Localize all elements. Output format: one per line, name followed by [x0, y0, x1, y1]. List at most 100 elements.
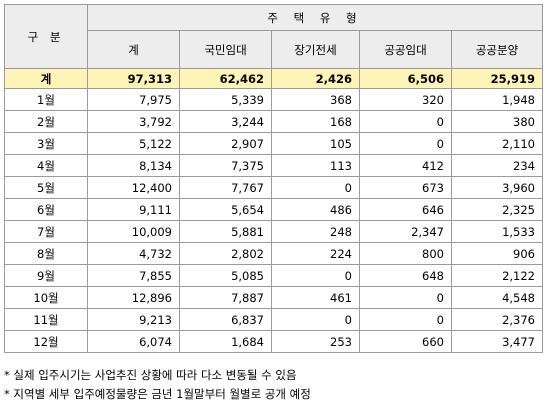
row-label: 10월 — [4, 286, 88, 309]
cell-long-term-jeonse: 248 — [271, 220, 360, 243]
column-header-total: 계 — [87, 30, 180, 69]
cell-public-rental: 660 — [359, 330, 452, 353]
column-header-long-term-jeonse: 장기전세 — [271, 30, 360, 69]
table-row: 9월 7,855 5,085 0 648 2,122 — [4, 264, 543, 287]
cell-public-rental: 0 — [359, 308, 452, 331]
housing-supply-table: 구 분 주 택 유 형 계 국민임대 장기전세 공공임대 공공분양 계 97,3… — [4, 4, 543, 353]
total-row: 계 97,313 62,462 2,426 6,506 25,919 — [4, 68, 543, 89]
table-row: 6월 9,111 5,654 486 646 2,325 — [4, 198, 543, 221]
table-row: 2월 3,792 3,244 168 0 380 — [4, 110, 543, 133]
cell-national-rental: 3,244 — [179, 110, 272, 133]
table-row: 12월 6,074 1,684 253 660 3,477 — [4, 330, 543, 353]
cell-public-sale: 3,477 — [451, 330, 543, 353]
cell-public-rental: 0 — [359, 132, 452, 155]
table-row: 8월 4,732 2,802 224 800 906 — [4, 242, 543, 265]
cell-total: 12,400 — [87, 176, 180, 199]
cell-long-term-jeonse: 461 — [271, 286, 360, 309]
cell-national-rental: 7,767 — [179, 176, 272, 199]
cell-public-sale: 2,110 — [451, 132, 543, 155]
cell-long-term-jeonse: 0 — [271, 308, 360, 331]
footnotes: * 실제 입주시기는 사업추진 상황에 따라 다소 변동될 수 있음 * 지역별… — [4, 366, 311, 404]
cell-long-term-jeonse: 168 — [271, 110, 360, 133]
footnote: * 실제 입주시기는 사업추진 상황에 따라 다소 변동될 수 있음 — [4, 368, 297, 382]
cell-public-rental: 800 — [359, 242, 452, 265]
table-row: 7월 10,009 5,881 248 2,347 1,533 — [4, 220, 543, 243]
table-row: 11월 9,213 6,837 0 0 2,376 — [4, 308, 543, 331]
group-header-housing-type: 주 택 유 형 — [87, 4, 543, 31]
row-label: 2월 — [4, 110, 88, 133]
cell-long-term-jeonse: 2,426 — [271, 68, 360, 89]
row-label: 6월 — [4, 198, 88, 221]
cell-national-rental: 2,907 — [179, 132, 272, 155]
cell-public-rental: 0 — [359, 110, 452, 133]
row-label: 12월 — [4, 330, 88, 353]
column-header-national-rental: 국민임대 — [179, 30, 272, 69]
cell-total: 3,792 — [87, 110, 180, 133]
cell-national-rental: 2,802 — [179, 242, 272, 265]
cell-total: 9,111 — [87, 198, 180, 221]
cell-total: 7,855 — [87, 264, 180, 287]
cell-national-rental: 5,085 — [179, 264, 272, 287]
row-label: 1월 — [4, 88, 88, 111]
cell-public-sale: 2,376 — [451, 308, 543, 331]
row-label: 9월 — [4, 264, 88, 287]
cell-public-rental: 2,347 — [359, 220, 452, 243]
cell-national-rental: 62,462 — [179, 68, 272, 89]
cell-total: 10,009 — [87, 220, 180, 243]
row-label: 8월 — [4, 242, 88, 265]
cell-total: 4,732 — [87, 242, 180, 265]
cell-long-term-jeonse: 113 — [271, 154, 360, 177]
table-row: 4월 8,134 7,375 113 412 234 — [4, 154, 543, 177]
cell-long-term-jeonse: 105 — [271, 132, 360, 155]
table-row: 5월 12,400 7,767 0 673 3,960 — [4, 176, 543, 199]
cell-public-rental: 673 — [359, 176, 452, 199]
cell-national-rental: 6,837 — [179, 308, 272, 331]
cell-public-sale: 234 — [451, 154, 543, 177]
row-label: 5월 — [4, 176, 88, 199]
row-label: 계 — [4, 68, 88, 89]
table-row: 1월 7,975 5,339 368 320 1,948 — [4, 88, 543, 111]
cell-national-rental: 1,684 — [179, 330, 272, 353]
cell-total: 5,122 — [87, 132, 180, 155]
cell-total: 12,896 — [87, 286, 180, 309]
cell-national-rental: 7,887 — [179, 286, 272, 309]
row-label: 3월 — [4, 132, 88, 155]
cell-long-term-jeonse: 0 — [271, 176, 360, 199]
cell-public-rental: 320 — [359, 88, 452, 111]
cell-total: 8,134 — [87, 154, 180, 177]
footnote: * 지역별 세부 입주예정물량은 금년 1월말부터 월별로 공개 예정 — [4, 387, 311, 401]
cell-public-sale: 380 — [451, 110, 543, 133]
cell-public-sale: 3,960 — [451, 176, 543, 199]
column-header-public-sale: 공공분양 — [451, 30, 543, 69]
row-label: 11월 — [4, 308, 88, 331]
cell-long-term-jeonse: 368 — [271, 88, 360, 111]
cell-public-rental: 646 — [359, 198, 452, 221]
cell-total: 97,313 — [87, 68, 180, 89]
column-header-public-rental: 공공임대 — [359, 30, 452, 69]
table-row: 3월 5,122 2,907 105 0 2,110 — [4, 132, 543, 155]
cell-public-sale: 1,533 — [451, 220, 543, 243]
cell-national-rental: 5,881 — [179, 220, 272, 243]
row-label: 7월 — [4, 220, 88, 243]
cell-public-sale: 4,548 — [451, 286, 543, 309]
cell-public-sale: 25,919 — [451, 68, 543, 89]
cell-public-sale: 906 — [451, 242, 543, 265]
cell-total: 6,074 — [87, 330, 180, 353]
cell-public-rental: 648 — [359, 264, 452, 287]
cell-total: 7,975 — [87, 88, 180, 111]
cell-public-rental: 6,506 — [359, 68, 452, 89]
cell-total: 9,213 — [87, 308, 180, 331]
table-row: 10월 12,896 7,887 461 0 4,548 — [4, 286, 543, 309]
cell-public-sale: 2,325 — [451, 198, 543, 221]
cell-public-sale: 1,948 — [451, 88, 543, 111]
row-label: 4월 — [4, 154, 88, 177]
cell-long-term-jeonse: 0 — [271, 264, 360, 287]
cell-long-term-jeonse: 253 — [271, 330, 360, 353]
cell-long-term-jeonse: 486 — [271, 198, 360, 221]
row-header-category: 구 분 — [4, 4, 88, 69]
cell-public-sale: 2,122 — [451, 264, 543, 287]
cell-long-term-jeonse: 224 — [271, 242, 360, 265]
cell-national-rental: 5,339 — [179, 88, 272, 111]
cell-national-rental: 5,654 — [179, 198, 272, 221]
cell-national-rental: 7,375 — [179, 154, 272, 177]
